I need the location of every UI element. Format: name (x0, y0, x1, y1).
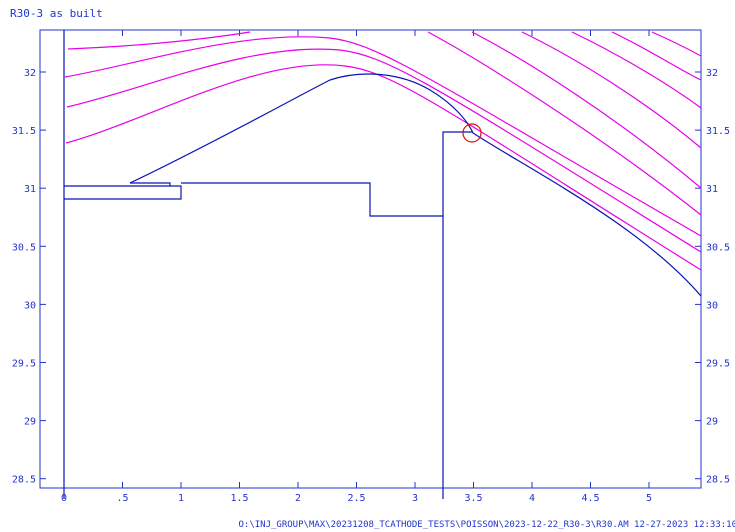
cathode-nose (130, 182, 171, 186)
x-tick-label: 4.5 (581, 493, 599, 504)
y-tick-label-right: 30 (706, 300, 718, 311)
x-tick-label: 5 (646, 493, 652, 504)
plot-title: R30-3 as built (10, 7, 103, 20)
x-tick-label: 2 (295, 493, 301, 504)
field-line-3 (66, 48, 702, 253)
y-tick-label-left: 30 (24, 300, 36, 311)
y-tick-label-left: 29 (24, 417, 36, 428)
y-tick-label-right: 31 (706, 184, 718, 195)
field-line-5 (427, 31, 702, 216)
y-tick-label-right: 29 (706, 417, 718, 428)
y-tick-label-right: 29.5 (706, 359, 730, 370)
y-tick-label-right: 32 (706, 68, 718, 79)
x-tick-label: 2.5 (347, 493, 365, 504)
x-tick-label: 3.5 (464, 493, 482, 504)
x-tick-label: 1 (178, 493, 184, 504)
cathode-stem (181, 182, 444, 499)
y-tick-label-left: 31 (24, 184, 36, 195)
marker-circle (462, 123, 482, 143)
y-tick-label-left: 31.5 (12, 126, 36, 137)
field-lines (64, 31, 702, 271)
x-tick-label: .5 (116, 493, 128, 504)
plot-frame (39, 29, 702, 489)
file-path-footer: O:\INJ_GROUP\MAX\20231208_TCATHODE_TESTS… (239, 520, 735, 530)
x-tick-label: 1.5 (230, 493, 248, 504)
x-axis-ticks: 0.5 1 1.5 2 2.5 3 3.5 4 4.5 5 (61, 30, 652, 504)
y-tick-label-left: 32 (24, 68, 36, 79)
y-tick-label-right: 31.5 (706, 126, 730, 137)
field-line-1 (67, 31, 251, 50)
field-line-4 (65, 64, 702, 271)
y-tick-label-left: 30.5 (12, 242, 36, 253)
y-tick-label-right: 28.5 (706, 475, 730, 486)
field-line-8 (571, 31, 702, 109)
electrode-geometry (63, 30, 702, 499)
y-axis-ticks: 32 32 31.5 31.5 31 31 30.5 30.5 30 30 29.5 29.5 29 29… (12, 68, 730, 486)
focus-electrode (129, 73, 702, 297)
y-tick-label-right: 30.5 (706, 242, 730, 253)
field-line-2 (64, 36, 702, 237)
inner-electrode (64, 185, 182, 200)
field-line-10 (651, 31, 702, 57)
x-tick-label: 4 (529, 493, 535, 504)
field-line-6 (471, 31, 702, 189)
y-tick-label-left: 29.5 (12, 359, 36, 370)
x-tick-label: 3 (412, 493, 418, 504)
y-tick-label-left: 28.5 (12, 475, 36, 486)
field-line-9 (611, 31, 702, 81)
field-line-7 (521, 31, 702, 149)
anode-step (442, 131, 473, 216)
